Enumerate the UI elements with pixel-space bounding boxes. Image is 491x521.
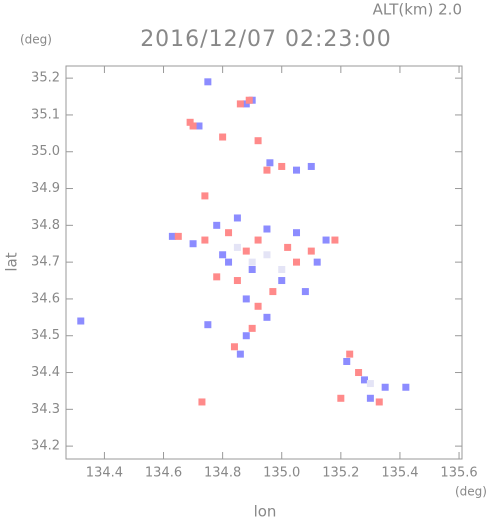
- y-tick-label: 35.2: [31, 71, 60, 86]
- echo-point: [307, 162, 315, 170]
- echo-point: [331, 236, 339, 244]
- echo-point: [293, 229, 301, 237]
- y-tick-label: 34.8: [31, 218, 60, 233]
- echo-point: [204, 78, 212, 86]
- echo-point: [263, 225, 271, 233]
- x-tick-label: 134.6: [145, 466, 182, 481]
- echo-point: [263, 251, 271, 259]
- echo-point: [278, 162, 286, 170]
- echo-point: [381, 383, 389, 391]
- y-tick-label: 34.6: [31, 291, 60, 306]
- echo-point: [248, 324, 256, 332]
- altitude-annotation: ALT(km) 2.0: [373, 1, 462, 19]
- y-tick-label: 34.9: [31, 181, 60, 196]
- echo-point: [366, 380, 374, 388]
- echo-point: [236, 100, 244, 108]
- echo-point: [269, 288, 277, 296]
- echo-point: [254, 302, 262, 310]
- echo-point: [233, 214, 241, 222]
- echo-point: [375, 398, 383, 406]
- echo-point: [254, 137, 262, 145]
- echo-point: [242, 332, 250, 340]
- echo-point: [219, 251, 227, 259]
- y-tick-label: 34.5: [31, 328, 60, 343]
- x-tick-label: 135.0: [263, 466, 300, 481]
- echo-point: [245, 96, 253, 104]
- x-tick-label: 135.6: [440, 466, 477, 481]
- y-tick-label: 35.1: [31, 107, 60, 122]
- x-tick-label: 134.8: [204, 466, 241, 481]
- echo-point: [278, 265, 286, 273]
- x-tick-label: 135.4: [381, 466, 418, 481]
- echo-point: [360, 376, 368, 384]
- echo-point: [346, 350, 354, 358]
- echo-point: [248, 258, 256, 266]
- echo-point: [233, 277, 241, 285]
- echo-point: [201, 236, 209, 244]
- echo-point: [174, 232, 182, 240]
- echo-point: [242, 247, 250, 255]
- echo-point: [402, 383, 410, 391]
- echo-point: [337, 394, 345, 402]
- echo-point: [189, 240, 197, 248]
- echo-point: [248, 265, 256, 273]
- x-tick-label: 135.2: [322, 466, 359, 481]
- echo-point: [225, 258, 233, 266]
- echo-point: [366, 394, 374, 402]
- echo-point: [225, 229, 233, 237]
- echo-point: [204, 321, 212, 329]
- y-tick-label: 34.2: [31, 439, 60, 454]
- echo-point: [189, 122, 197, 130]
- echo-point: [355, 369, 363, 377]
- echo-point: [293, 166, 301, 174]
- echo-point: [284, 243, 292, 251]
- echo-point: [263, 313, 271, 321]
- y-tick-label: 34.7: [31, 255, 60, 270]
- echo-point: [254, 236, 262, 244]
- echo-point: [186, 118, 194, 126]
- y-tick-label: 34.3: [31, 402, 60, 417]
- echo-point: [198, 398, 206, 406]
- y-axis-label: lat: [3, 252, 21, 271]
- echo-point: [77, 317, 85, 325]
- y-tick-label: 34.4: [31, 365, 60, 380]
- chart-title: 2016/12/07 02:23:00: [140, 27, 392, 52]
- echo-point: [313, 258, 321, 266]
- echo-point: [219, 133, 227, 141]
- echo-point: [242, 100, 250, 108]
- y-tick-label: 35.0: [31, 144, 60, 159]
- x-unit: (deg): [455, 485, 487, 499]
- echo-point: [168, 232, 176, 240]
- x-tick-label: 134.4: [86, 466, 123, 481]
- echo-point: [201, 192, 209, 200]
- echo-point: [301, 288, 309, 296]
- echo-point: [195, 122, 203, 130]
- echo-point: [266, 159, 274, 167]
- echo-point: [307, 247, 315, 255]
- echo-point: [322, 236, 330, 244]
- echo-point: [236, 350, 244, 358]
- x-axis-label: lon: [254, 503, 277, 521]
- echo-point: [233, 243, 241, 251]
- echo-point: [230, 343, 238, 351]
- echo-point: [242, 295, 250, 303]
- echo-point: [213, 273, 221, 281]
- echo-point: [213, 221, 221, 229]
- echo-point: [293, 258, 301, 266]
- y-unit: (deg): [20, 33, 52, 47]
- echo-point: [263, 166, 271, 174]
- echo-point: [343, 357, 351, 365]
- plot-frame: [65, 65, 463, 460]
- echo-point: [278, 277, 286, 285]
